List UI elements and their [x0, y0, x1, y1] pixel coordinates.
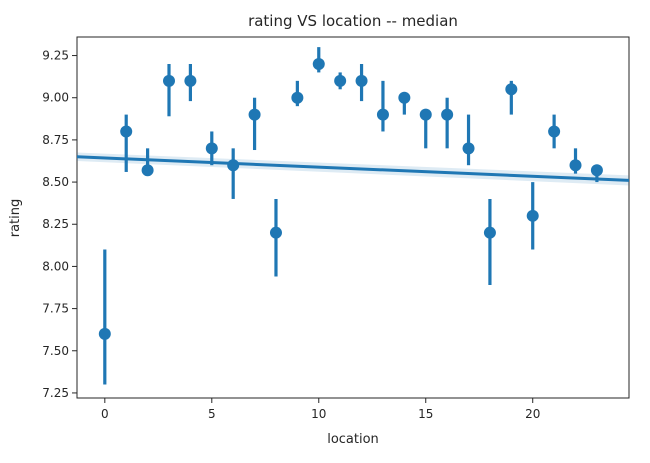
y-tick-label: 7.75	[42, 302, 69, 316]
x-axis-label: location	[327, 432, 379, 447]
data-point	[505, 83, 518, 96]
regression-line	[76, 155, 630, 182]
data-point	[398, 91, 411, 104]
data-point	[291, 91, 304, 104]
y-tick-label: 7.25	[42, 386, 69, 400]
data-point	[248, 108, 261, 121]
data-point	[205, 142, 218, 155]
data-point	[184, 74, 197, 87]
data-point	[312, 57, 325, 70]
data-point	[355, 74, 368, 87]
y-tick-label: 9.00	[42, 91, 69, 105]
data-point	[141, 164, 154, 177]
data-point	[419, 108, 432, 121]
data-point	[462, 142, 475, 155]
x-tick-label: 10	[311, 407, 326, 421]
data-point	[483, 226, 496, 239]
data-point	[98, 327, 111, 340]
y-tick-label: 9.25	[42, 49, 69, 63]
x-tick-label: 15	[418, 407, 433, 421]
x-tick-label: 5	[208, 407, 216, 421]
data-point	[526, 209, 539, 222]
y-tick-label: 8.25	[42, 217, 69, 231]
data-point	[334, 74, 347, 87]
plot-area: 0 5 10 15 20 7.25 7.50 7.75 8.00 8.25 8.50 8.75 9.00…	[42, 36, 630, 421]
y-axis-label: rating	[8, 199, 23, 238]
data-point	[269, 226, 282, 239]
data-point	[590, 164, 603, 177]
chart-title: rating VS location -- median	[248, 12, 458, 30]
x-tick-label: 20	[525, 407, 540, 421]
data-point	[120, 125, 133, 138]
y-tick-label: 8.50	[42, 175, 69, 189]
data-point	[548, 125, 561, 138]
data-point	[441, 108, 454, 121]
axes-frame	[76, 36, 630, 399]
y-tick-label: 8.75	[42, 133, 69, 147]
y-tick-label: 8.00	[42, 259, 69, 273]
data-point	[376, 108, 389, 121]
data-point	[569, 159, 582, 172]
x-tick-label: 0	[101, 407, 109, 421]
data-point	[163, 74, 175, 87]
data-point	[227, 159, 240, 172]
y-tick-label: 7.50	[42, 344, 69, 358]
